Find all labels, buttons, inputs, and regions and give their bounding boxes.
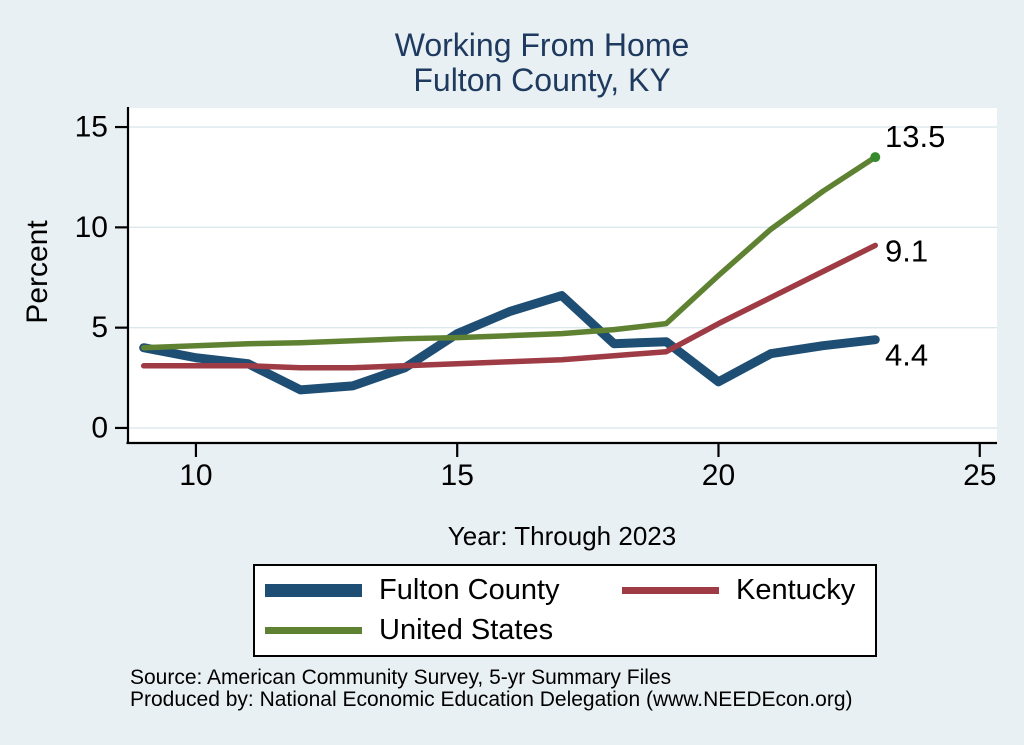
united-states-line-swatch — [265, 627, 362, 634]
legend-item-fulton-county: Fulton County — [265, 574, 622, 607]
legend-label-fulton-county: Fulton County — [379, 574, 560, 606]
y-tick-label: 5 — [91, 311, 108, 344]
chart-title-line2: Fulton County, KY — [413, 62, 671, 98]
legend-item-united-states: United States — [265, 614, 622, 647]
series-line-fulton-county — [139, 291, 880, 395]
chart-title-line1: Working From Home — [394, 27, 690, 63]
legend-label-united-states: United States — [379, 614, 554, 646]
legend: Fulton County Kentucky United States — [253, 564, 877, 657]
x-tick-label: 15 — [441, 459, 474, 492]
series-end-label: 13.5 — [885, 119, 945, 154]
y-axis-label: Percent — [21, 220, 54, 324]
series-end-label: 4.4 — [885, 338, 928, 373]
legend-label-kentucky: Kentucky — [736, 574, 856, 606]
x-tick-label: 10 — [179, 459, 212, 492]
legend-empty-cell — [622, 614, 875, 647]
series-end-label: 9.1 — [885, 233, 928, 268]
chart-title: Working From Home Fulton County, KY — [60, 28, 1024, 98]
producer-note: Produced by: National Economic Education… — [130, 688, 853, 711]
x-tick-label: 25 — [963, 459, 996, 492]
y-tick-label: 15 — [75, 111, 108, 144]
series-line-united-states — [140, 154, 878, 351]
legend-item-kentucky: Kentucky — [622, 574, 875, 607]
series-end-marker — [870, 152, 881, 163]
y-tick-label: 10 — [75, 211, 108, 244]
x-axis-label: Year: Through 2023 — [447, 521, 677, 551]
plot-area: 0 5 10 15 10 15 20 25 4.4 9.1 13.5 — [75, 107, 997, 492]
x-tick-label: 20 — [702, 459, 735, 492]
kentucky-line-swatch — [622, 587, 719, 594]
plot-background — [129, 108, 997, 443]
fulton-county-line-swatch — [265, 584, 362, 597]
footer: Source: American Community Survey, 5-yr … — [130, 667, 853, 711]
series-line-kentucky — [140, 242, 878, 371]
source-note: Source: American Community Survey, 5-yr … — [130, 666, 672, 689]
y-tick-label: 0 — [91, 411, 108, 444]
